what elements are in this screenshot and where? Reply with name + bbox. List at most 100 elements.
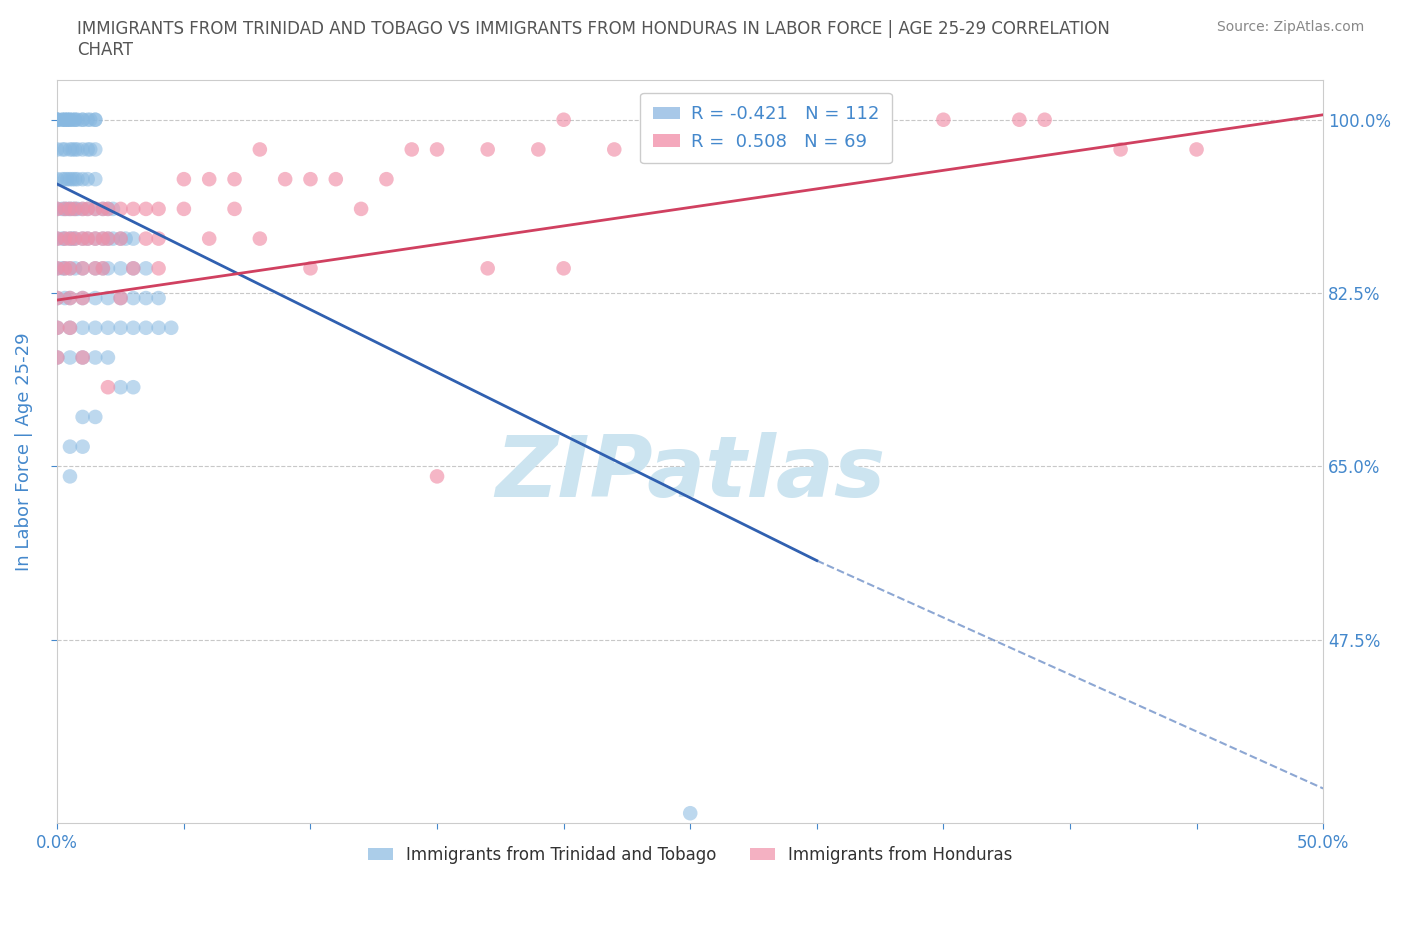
Immigrants from Honduras	[325, 172, 347, 187]
Immigrants from Honduras	[274, 172, 297, 187]
Immigrants from Trinidad and Tobago	[51, 261, 73, 276]
Immigrants from Honduras	[401, 142, 423, 157]
Immigrants from Honduras	[224, 172, 246, 187]
Immigrants from Trinidad and Tobago	[51, 113, 73, 127]
Immigrants from Trinidad and Tobago	[53, 290, 76, 305]
Immigrants from Trinidad and Tobago	[46, 350, 69, 365]
Immigrants from Trinidad and Tobago	[53, 113, 76, 127]
Immigrants from Honduras	[122, 261, 145, 276]
Immigrants from Honduras	[110, 232, 132, 246]
Immigrants from Honduras	[53, 202, 76, 217]
Immigrants from Trinidad and Tobago	[63, 142, 86, 157]
Immigrants from Honduras	[932, 113, 955, 127]
Immigrants from Honduras	[53, 232, 76, 246]
Immigrants from Trinidad and Tobago	[66, 172, 89, 187]
Immigrants from Honduras	[97, 379, 120, 394]
Immigrants from Honduras	[72, 261, 94, 276]
Immigrants from Honduras	[91, 261, 114, 276]
Immigrants from Trinidad and Tobago	[46, 320, 69, 335]
Immigrants from Honduras	[46, 320, 69, 335]
Immigrants from Honduras	[553, 261, 575, 276]
Immigrants from Trinidad and Tobago	[72, 232, 94, 246]
Immigrants from Trinidad and Tobago	[110, 320, 132, 335]
Immigrants from Honduras	[426, 469, 449, 484]
Immigrants from Trinidad and Tobago	[84, 202, 107, 217]
Immigrants from Honduras	[173, 202, 195, 217]
Immigrants from Trinidad and Tobago	[63, 172, 86, 187]
Text: ZIPatlas: ZIPatlas	[495, 432, 886, 515]
Immigrants from Honduras	[53, 261, 76, 276]
Immigrants from Trinidad and Tobago	[53, 261, 76, 276]
Immigrants from Trinidad and Tobago	[59, 113, 82, 127]
Immigrants from Trinidad and Tobago	[56, 202, 79, 217]
Immigrants from Trinidad and Tobago	[72, 320, 94, 335]
Immigrants from Trinidad and Tobago	[101, 232, 124, 246]
Immigrants from Trinidad and Tobago	[51, 113, 73, 127]
Immigrants from Trinidad and Tobago	[53, 232, 76, 246]
Immigrants from Trinidad and Tobago	[51, 202, 73, 217]
Immigrants from Trinidad and Tobago	[72, 350, 94, 365]
Immigrants from Trinidad and Tobago	[59, 320, 82, 335]
Immigrants from Trinidad and Tobago	[76, 232, 98, 246]
Immigrants from Honduras	[97, 202, 120, 217]
Immigrants from Trinidad and Tobago	[59, 232, 82, 246]
Immigrants from Honduras	[59, 320, 82, 335]
Immigrants from Trinidad and Tobago	[53, 142, 76, 157]
Immigrants from Trinidad and Tobago	[62, 202, 84, 217]
Immigrants from Trinidad and Tobago	[46, 113, 69, 127]
Immigrants from Honduras	[76, 232, 98, 246]
Immigrants from Trinidad and Tobago	[56, 113, 79, 127]
Immigrants from Trinidad and Tobago	[84, 409, 107, 424]
Immigrants from Honduras	[198, 232, 221, 246]
Immigrants from Honduras	[46, 350, 69, 365]
Immigrants from Trinidad and Tobago	[84, 232, 107, 246]
Immigrants from Trinidad and Tobago	[110, 232, 132, 246]
Immigrants from Trinidad and Tobago	[76, 113, 98, 127]
Immigrants from Honduras	[91, 202, 114, 217]
Immigrants from Honduras	[46, 232, 69, 246]
Immigrants from Honduras	[198, 172, 221, 187]
Immigrants from Trinidad and Tobago	[72, 290, 94, 305]
Immigrants from Trinidad and Tobago	[62, 172, 84, 187]
Immigrants from Trinidad and Tobago	[59, 113, 82, 127]
Immigrants from Trinidad and Tobago	[76, 172, 98, 187]
Immigrants from Trinidad and Tobago	[79, 142, 101, 157]
Immigrants from Trinidad and Tobago	[46, 202, 69, 217]
Immigrants from Honduras	[477, 261, 499, 276]
Immigrants from Trinidad and Tobago	[122, 320, 145, 335]
Immigrants from Honduras	[91, 232, 114, 246]
Immigrants from Trinidad and Tobago	[91, 232, 114, 246]
Text: Source: ZipAtlas.com: Source: ZipAtlas.com	[1216, 20, 1364, 34]
Immigrants from Trinidad and Tobago	[76, 202, 98, 217]
Immigrants from Trinidad and Tobago	[59, 469, 82, 484]
Immigrants from Trinidad and Tobago	[160, 320, 183, 335]
Immigrants from Trinidad and Tobago	[51, 172, 73, 187]
Immigrants from Trinidad and Tobago	[84, 350, 107, 365]
Immigrants from Honduras	[59, 202, 82, 217]
Immigrants from Honduras	[63, 232, 86, 246]
Immigrants from Trinidad and Tobago	[679, 805, 702, 820]
Immigrants from Honduras	[1033, 113, 1056, 127]
Immigrants from Trinidad and Tobago	[59, 290, 82, 305]
Immigrants from Trinidad and Tobago	[72, 172, 94, 187]
Immigrants from Honduras	[97, 232, 120, 246]
Immigrants from Trinidad and Tobago	[148, 290, 170, 305]
Immigrants from Honduras	[1185, 142, 1208, 157]
Immigrants from Trinidad and Tobago	[76, 142, 98, 157]
Immigrants from Honduras	[755, 113, 778, 127]
Immigrants from Honduras	[426, 142, 449, 157]
Immigrants from Trinidad and Tobago	[114, 232, 136, 246]
Immigrants from Trinidad and Tobago	[59, 202, 82, 217]
Immigrants from Trinidad and Tobago	[59, 350, 82, 365]
Immigrants from Trinidad and Tobago	[84, 261, 107, 276]
Immigrants from Trinidad and Tobago	[97, 320, 120, 335]
Immigrants from Trinidad and Tobago	[46, 232, 69, 246]
Immigrants from Trinidad and Tobago	[122, 232, 145, 246]
Immigrants from Trinidad and Tobago	[56, 172, 79, 187]
Immigrants from Trinidad and Tobago	[59, 439, 82, 454]
Immigrants from Trinidad and Tobago	[63, 113, 86, 127]
Immigrants from Trinidad and Tobago	[46, 113, 69, 127]
Immigrants from Honduras	[63, 202, 86, 217]
Immigrants from Trinidad and Tobago	[97, 290, 120, 305]
Immigrants from Trinidad and Tobago	[53, 172, 76, 187]
